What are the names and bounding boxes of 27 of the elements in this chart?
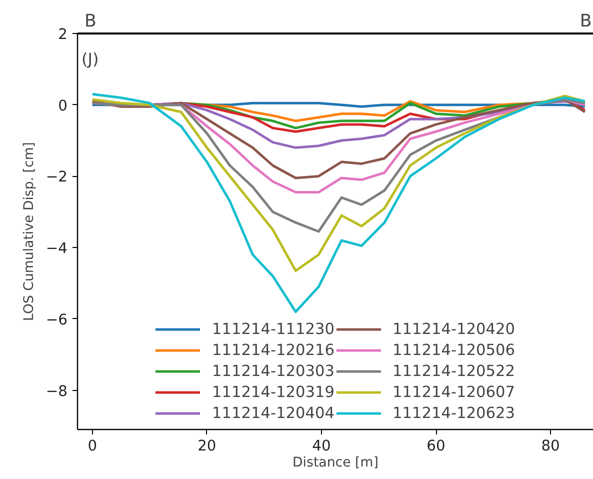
legend-label: 111214-120420: [392, 320, 516, 338]
y-tick-label: −8: [46, 382, 68, 400]
legend-label: 111214-120607: [392, 383, 516, 401]
y-axis-title: LOS Cumulative Disp. [cm]: [22, 142, 37, 321]
legend-label: 111214-120404: [212, 404, 334, 422]
x-tick-label: 40: [312, 438, 331, 454]
y-tick-label: −2: [46, 168, 68, 186]
x-tick-label: 60: [426, 438, 446, 454]
legend-label: 111214-120216: [212, 341, 334, 359]
legend-label: 111214-120522: [392, 362, 516, 380]
legend-label: 111214-120303: [212, 362, 334, 380]
x-tick-label: 20: [198, 438, 216, 454]
y-tick-label: 0: [58, 97, 68, 114]
y-tick-label: 2: [58, 26, 68, 43]
legend-label: 111214-111230: [212, 320, 334, 338]
x-tick-label: 0: [88, 438, 98, 454]
x-axis-title: Distance [m]: [292, 456, 378, 470]
text: B: [84, 12, 96, 32]
annotation: (J): [82, 50, 99, 68]
legend-label: 111214-120319: [212, 383, 334, 401]
line-series: [91, 92, 586, 314]
x-tick-label: 80: [541, 438, 560, 454]
y-tick-label: −4: [46, 240, 68, 258]
legend-label: 111214-120623: [392, 404, 516, 422]
text: B: [580, 12, 592, 32]
legend-label: 111214-120506: [392, 341, 516, 359]
y-tick-label: −6: [46, 311, 68, 328]
